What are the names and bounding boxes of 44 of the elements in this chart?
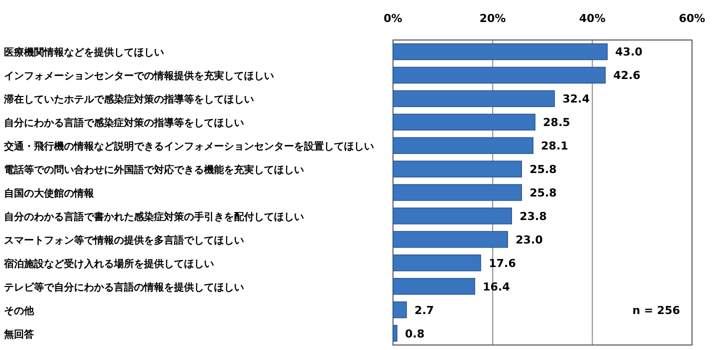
bar	[392, 90, 555, 108]
bar	[392, 231, 508, 248]
x-tick-label: 20%	[479, 12, 506, 25]
data-label: 25.8	[530, 163, 557, 176]
data-label: 32.4	[562, 92, 590, 106]
bar	[392, 301, 407, 318]
data-label: 2.7	[414, 304, 434, 317]
bar	[392, 278, 476, 295]
bar	[392, 43, 608, 60]
bar	[392, 184, 522, 201]
bar	[392, 324, 398, 342]
bar	[392, 114, 536, 130]
data-label: 28.5	[543, 116, 570, 130]
data-label: 25.8	[530, 186, 557, 200]
bar	[392, 66, 606, 84]
y-tick-label: その他	[4, 304, 35, 317]
data-label: 23.8	[520, 210, 547, 223]
data-label: 28.1	[541, 140, 568, 153]
y-tick-label: スマートフォン等で情報の提供を多言語でしてほしい	[4, 234, 244, 246]
y-tick-label: 交通・飛行機の情報など説明できるインフォメーションセンターを設置してほしい	[3, 140, 374, 153]
y-tick-label: 自分のわかる言語で書かれた感染症対策の手引きを配付してほしい	[4, 210, 304, 223]
x-tick-label: 0%	[384, 12, 402, 25]
y-tick-label: 自分にわかる言語で感染症対策の指導等をしてほしい	[4, 117, 244, 130]
y-tick-label: 無回答	[3, 328, 35, 340]
data-label: 17.6	[488, 256, 516, 270]
data-label: 0.8	[404, 327, 424, 340]
bar	[392, 254, 482, 272]
data-label: 43.0	[615, 46, 643, 59]
y-tick-label: 自国の大使館の情報	[4, 188, 95, 200]
bar	[392, 137, 534, 154]
data-label: 16.4	[482, 280, 510, 294]
y-tick-label: 医療機関情報などを提供してほしい	[4, 46, 164, 59]
bar	[392, 208, 512, 224]
bar	[392, 160, 522, 178]
data-label: 23.0	[516, 233, 544, 246]
y-tick-label: 宿泊施設など受け入れる場所を提供してほしい	[3, 258, 214, 270]
y-tick-label: 電話等での問い合わせに外国語で対応できる機能を充実してほしい	[4, 164, 304, 176]
y-tick-label: インフォメーションセンターでの情報提供を充実してほしい	[4, 70, 274, 82]
data-label: 42.6	[613, 69, 641, 82]
x-tick-label: 40%	[579, 12, 606, 25]
annotation: n = 256	[632, 304, 680, 317]
y-tick-label: テレビ等で自分にわかる言語の情報を提供してほしい	[4, 281, 244, 294]
x-tick-label: 60%	[678, 12, 706, 25]
y-tick-label: 滞在していたホテルで感染症対策の指導等をしてほしい	[3, 94, 254, 106]
